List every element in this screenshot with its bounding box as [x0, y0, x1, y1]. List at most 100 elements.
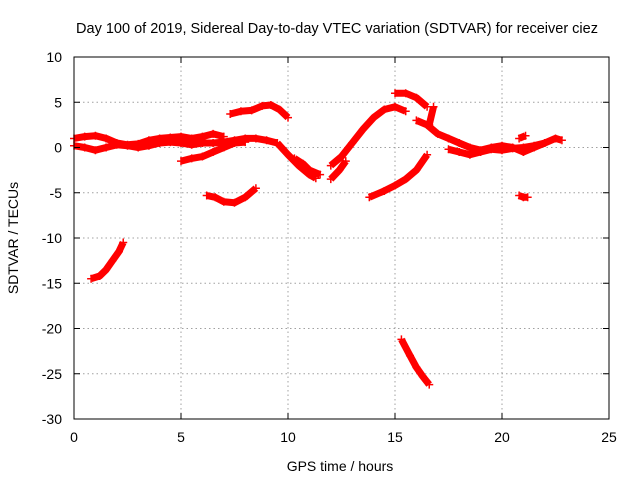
- data-point-marker: [241, 193, 250, 202]
- data-point-marker: [209, 129, 218, 138]
- data-point-marker: [134, 143, 143, 152]
- data-point-marker: [523, 193, 532, 202]
- data-point-marker: [326, 161, 335, 170]
- data-point-marker: [412, 116, 421, 125]
- data-point-marker: [397, 335, 406, 344]
- data-series: [70, 89, 566, 389]
- y-tick-label: 5: [54, 94, 62, 110]
- series-track-17: [515, 131, 530, 143]
- data-point-marker: [219, 143, 228, 152]
- data-point-marker: [380, 105, 389, 114]
- data-point-marker: [123, 141, 132, 150]
- axis-ticks: 0 5 10 15 20 25 10 5 0 -5 -10 -15 -20 -25 -30: [42, 49, 617, 445]
- data-point-marker: [209, 148, 218, 157]
- data-point-marker: [412, 363, 421, 372]
- series-line: [292, 155, 322, 178]
- y-tick-label: -30: [42, 411, 62, 427]
- data-point-marker: [262, 136, 271, 145]
- data-point-marker: [316, 170, 325, 179]
- data-point-marker: [465, 143, 474, 152]
- data-point-marker: [284, 113, 292, 122]
- data-point-marker: [95, 272, 104, 281]
- data-point-marker: [198, 138, 207, 147]
- y-tick-label: -20: [42, 321, 62, 337]
- data-point-marker: [236, 107, 245, 116]
- y-tick-label: 10: [46, 49, 62, 65]
- y-tick-label: -15: [42, 275, 62, 291]
- data-point-marker: [247, 106, 256, 115]
- data-point-marker: [444, 134, 453, 143]
- series-track-13: [365, 150, 432, 202]
- grid: [74, 57, 609, 419]
- data-point-marker: [369, 113, 378, 122]
- data-point-marker: [433, 129, 442, 138]
- data-point-marker: [241, 138, 250, 147]
- data-point-marker: [284, 150, 292, 159]
- series-track-15: [87, 238, 128, 283]
- data-point-marker: [258, 101, 267, 110]
- data-point-marker: [348, 138, 357, 147]
- x-tick-label: 10: [280, 429, 296, 445]
- data-point-marker: [508, 144, 517, 153]
- data-point-marker: [515, 134, 524, 143]
- data-point-marker: [476, 148, 485, 157]
- series-track-5: [226, 100, 292, 122]
- series-line: [395, 89, 430, 110]
- data-point-marker: [498, 146, 506, 155]
- data-point-marker: [108, 256, 117, 265]
- data-point-marker: [219, 197, 228, 206]
- data-point-marker: [119, 238, 128, 247]
- data-point-marker: [91, 146, 100, 155]
- data-point-marker: [425, 380, 434, 389]
- data-point-marker: [455, 148, 464, 157]
- data-point-marker: [412, 166, 421, 175]
- data-point-marker: [337, 152, 346, 161]
- series-track-18: [425, 102, 438, 129]
- data-point-marker: [391, 102, 399, 111]
- data-point-marker: [423, 150, 432, 159]
- data-point-marker: [102, 265, 111, 274]
- y-axis-label: SDTVAR / TECUs: [5, 182, 21, 294]
- data-point-marker: [444, 145, 453, 154]
- data-point-marker: [251, 134, 260, 143]
- series-track-16: [515, 191, 532, 202]
- x-tick-label: 0: [70, 429, 78, 445]
- data-point-marker: [202, 191, 211, 200]
- y-tick-label: -10: [42, 230, 62, 246]
- series-line: [367, 152, 430, 201]
- data-point-marker: [80, 143, 89, 152]
- data-point-marker: [226, 110, 235, 119]
- series-track-14: [397, 335, 434, 389]
- data-point-marker: [405, 351, 414, 360]
- series-track-1: [70, 129, 228, 149]
- data-point-marker: [557, 136, 566, 145]
- data-point-marker: [187, 154, 196, 163]
- data-point-marker: [198, 152, 207, 161]
- data-point-marker: [166, 138, 175, 147]
- data-point-marker: [401, 89, 410, 98]
- data-point-marker: [230, 198, 239, 207]
- data-point-marker: [401, 175, 410, 184]
- data-point-marker: [87, 274, 96, 283]
- data-point-marker: [487, 145, 496, 154]
- x-tick-label: 25: [601, 429, 617, 445]
- data-point-marker: [305, 166, 314, 175]
- series-track-12: [444, 138, 549, 159]
- data-point-marker: [391, 181, 399, 190]
- data-point-marker: [540, 138, 549, 147]
- data-point-marker: [530, 141, 539, 150]
- data-point-marker: [365, 193, 374, 202]
- x-tick-label: 15: [387, 429, 403, 445]
- data-point-marker: [230, 138, 239, 147]
- data-point-marker: [112, 140, 121, 149]
- data-point-marker: [155, 138, 164, 147]
- series-line: [398, 337, 432, 387]
- y-tick-label: 0: [54, 140, 62, 156]
- data-point-marker: [177, 138, 185, 147]
- data-point-marker: [519, 143, 528, 152]
- x-tick-label: 20: [494, 429, 510, 445]
- series-track-9: [326, 157, 350, 184]
- data-point-marker: [455, 138, 464, 147]
- data-point-marker: [251, 184, 260, 193]
